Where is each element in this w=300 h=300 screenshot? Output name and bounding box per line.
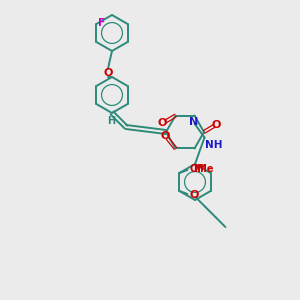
Text: OMe: OMe: [189, 164, 214, 174]
Text: O: O: [161, 131, 170, 142]
Text: F: F: [98, 18, 105, 28]
Text: NH: NH: [205, 140, 222, 151]
Text: M: M: [194, 164, 203, 174]
Text: O: O: [103, 68, 113, 78]
Text: O: O: [189, 190, 199, 200]
Text: O: O: [158, 118, 167, 128]
Text: H: H: [107, 116, 115, 126]
Text: O: O: [211, 120, 221, 130]
Text: N: N: [189, 116, 198, 127]
